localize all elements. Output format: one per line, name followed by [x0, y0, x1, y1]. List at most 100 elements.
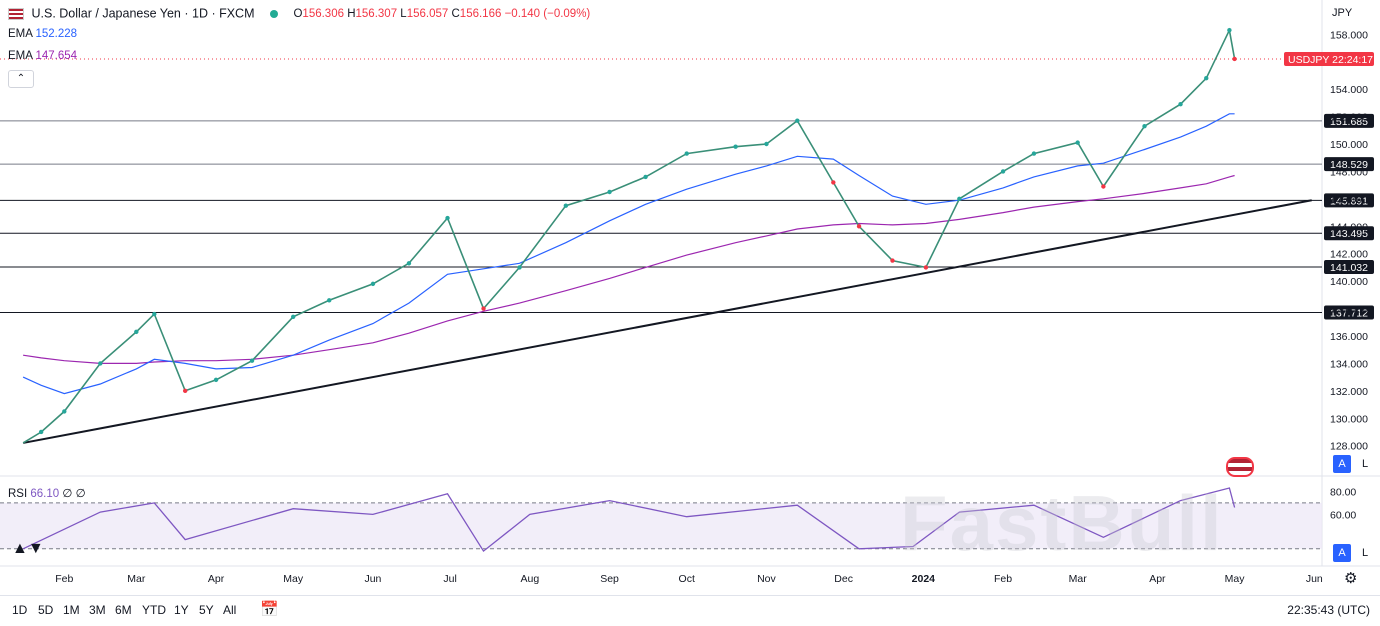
- ema-fast-legend[interactable]: EMA 152.228: [8, 28, 78, 40]
- date-range-icon[interactable]: 📅: [260, 601, 279, 618]
- trendline: [22, 199, 1312, 444]
- price-point[interactable]: [795, 118, 800, 123]
- price-line: [22, 27, 1237, 444]
- x-tick-label: Apr: [1149, 573, 1166, 585]
- range-1m[interactable]: 1M: [63, 603, 80, 617]
- price-axis: 151.685 148.529 145.891 143.495 141.032 137.7…: [1284, 29, 1374, 521]
- y-tick-label: 136.000: [1330, 331, 1368, 343]
- x-tick-label: Feb: [994, 573, 1012, 585]
- price-point[interactable]: [38, 429, 44, 435]
- price-point[interactable]: [98, 361, 103, 366]
- rsi-band: [0, 502, 1322, 549]
- price-point[interactable]: [1204, 75, 1209, 81]
- price-point[interactable]: [370, 281, 376, 287]
- price-point[interactable]: [1227, 27, 1232, 33]
- range-1y[interactable]: 1Y: [174, 603, 189, 617]
- trendline-segment[interactable]: [22, 199, 1312, 444]
- price-point[interactable]: [957, 196, 962, 202]
- range-6m[interactable]: 6M: [115, 603, 132, 617]
- utc-clock[interactable]: 22:35:43 (UTC): [1287, 603, 1370, 617]
- ema-fast-series: [22, 113, 1235, 395]
- price-point[interactable]: [923, 265, 929, 270]
- chevron-up-icon: ⌃: [16, 73, 26, 84]
- level-label: 141.032: [1330, 262, 1368, 274]
- price-point[interactable]: [445, 215, 450, 221]
- level-label: 148.529: [1330, 159, 1368, 171]
- y-tick-label: 154.000: [1330, 84, 1368, 96]
- symbol-tag[interactable]: USDJPY 22:24:17: [1288, 54, 1373, 66]
- rsi-pane: [0, 487, 1322, 553]
- price-point[interactable]: [1178, 102, 1183, 107]
- log-scale-button[interactable]: L: [1361, 458, 1369, 470]
- x-tick-label: Apr: [208, 573, 225, 585]
- market-open-icon: [269, 9, 278, 18]
- price-point[interactable]: [249, 358, 255, 363]
- watermark: FastBull: [900, 479, 1224, 567]
- y-tick-label: 144.000: [1330, 221, 1368, 233]
- x-tick-label: Sep: [600, 573, 619, 585]
- price-point[interactable]: [733, 144, 738, 149]
- price-point[interactable]: [134, 329, 139, 335]
- news-flag-icon[interactable]: [1226, 457, 1254, 477]
- price-point[interactable]: [890, 258, 895, 263]
- x-tick-label: Oct: [679, 573, 695, 585]
- price-point[interactable]: [481, 306, 486, 311]
- range-1d[interactable]: 1D: [12, 603, 28, 617]
- rsi-log-scale-button[interactable]: L: [1361, 547, 1369, 559]
- x-tick-label: Jun: [1306, 573, 1323, 585]
- x-tick-label: Mar: [127, 573, 146, 585]
- y-tick-label: 130.000: [1330, 413, 1368, 425]
- level-label-bg: [1324, 226, 1374, 241]
- settings-gear-icon[interactable]: ⚙: [1344, 570, 1358, 587]
- price-point[interactable]: [563, 203, 569, 208]
- price-point[interactable]: [831, 180, 836, 185]
- level-label: 143.495: [1330, 228, 1368, 240]
- level-label-bg: [1324, 113, 1374, 128]
- price-point[interactable]: [291, 314, 296, 319]
- range-3m[interactable]: 3M: [89, 603, 106, 617]
- x-tick-label: Jun: [364, 573, 381, 585]
- rsi-series: [22, 487, 1236, 553]
- y-tick-label: 142.000: [1330, 249, 1368, 261]
- range-5d[interactable]: 5D: [38, 603, 54, 617]
- price-point[interactable]: [1000, 169, 1006, 174]
- price-point[interactable]: [213, 377, 219, 383]
- price-point[interactable]: [406, 261, 412, 266]
- change-value: −0.140 (−0.09%): [504, 7, 591, 20]
- currency-label[interactable]: JPY: [1332, 7, 1353, 19]
- price-point[interactable]: [1031, 151, 1037, 156]
- auto-scale-button[interactable]: A: [1333, 455, 1351, 473]
- price-point[interactable]: [1232, 56, 1237, 62]
- rsi-legend[interactable]: RSI 66.10 ∅ ∅: [8, 488, 86, 500]
- collapse-legend-button[interactable]: ⌃: [8, 70, 34, 88]
- price-point[interactable]: [764, 141, 769, 147]
- level-label: 137.712: [1330, 308, 1368, 320]
- ema-slow-legend[interactable]: EMA 147.654: [8, 50, 78, 62]
- price-point[interactable]: [152, 311, 157, 317]
- rsi-tick-label: 80.00: [1330, 486, 1356, 498]
- price-point[interactable]: [1142, 123, 1147, 129]
- price-point[interactable]: [643, 174, 648, 180]
- range-all[interactable]: All: [223, 603, 237, 617]
- rsi-auto-scale-button[interactable]: A: [1333, 544, 1351, 562]
- price-point[interactable]: [327, 298, 332, 303]
- ema-fast-line: [22, 113, 1235, 395]
- range-5y[interactable]: 5Y: [199, 603, 214, 617]
- price-point[interactable]: [856, 224, 862, 229]
- y-tick-label: 146.000: [1330, 194, 1368, 206]
- range-ytd[interactable]: YTD: [142, 603, 166, 617]
- price-point[interactable]: [1075, 140, 1080, 145]
- price-point[interactable]: [1101, 184, 1106, 189]
- y-tick-label: 150.000: [1330, 139, 1368, 151]
- flag-icon: [8, 7, 24, 20]
- price-point[interactable]: [62, 409, 67, 414]
- x-tick-label: Dec: [834, 573, 853, 585]
- price-point[interactable]: [517, 265, 522, 270]
- price-point[interactable]: [607, 189, 612, 195]
- price-point[interactable]: [684, 151, 689, 156]
- x-tick-label: Jul: [443, 573, 456, 585]
- symbol-title[interactable]: U.S. Dollar / Japanese Yen · 1D · FXCM: [31, 6, 255, 21]
- price-point[interactable]: [182, 388, 188, 394]
